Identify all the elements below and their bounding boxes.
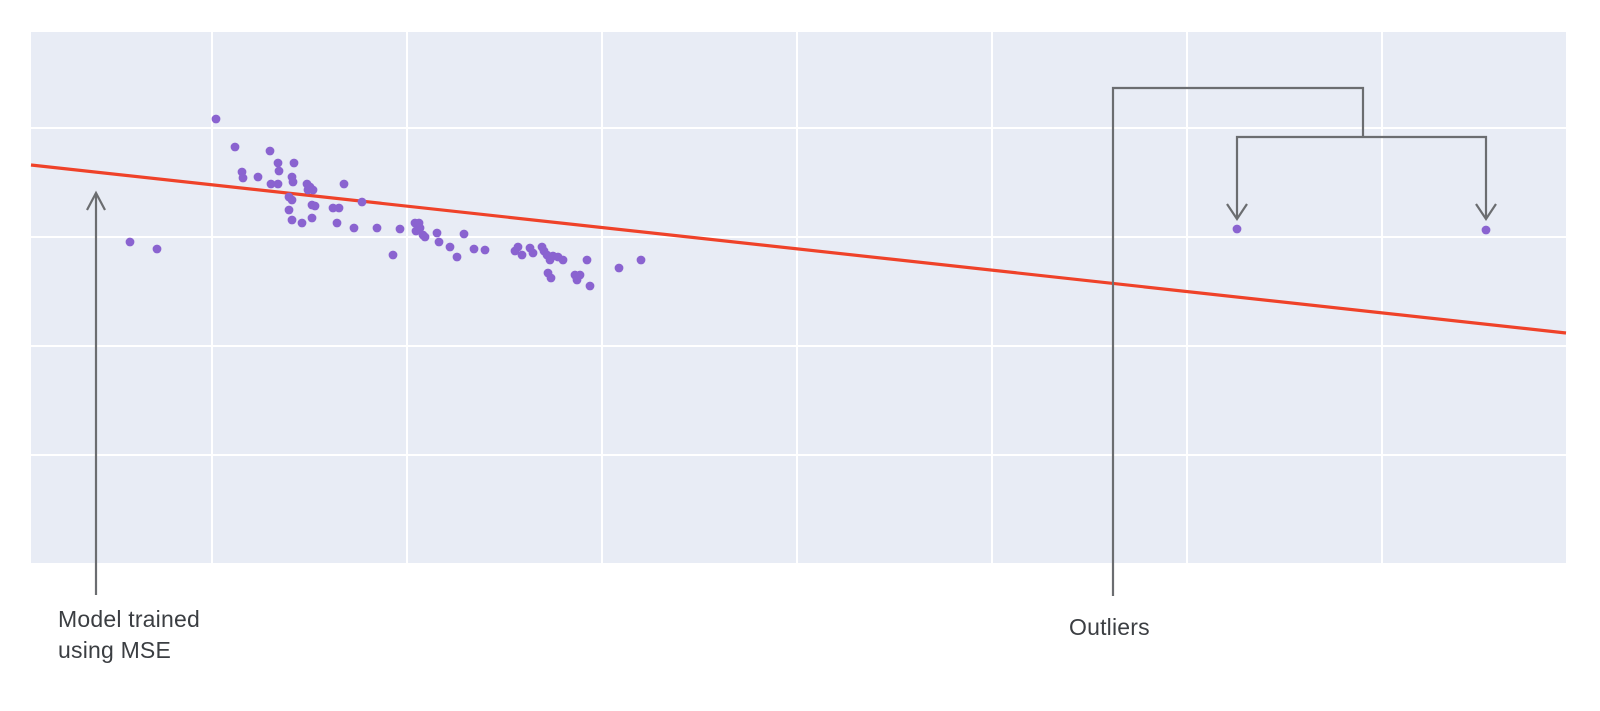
- data-point: [310, 201, 320, 211]
- data-point: [287, 195, 297, 205]
- plot-background: [31, 32, 1566, 563]
- data-point: [230, 142, 240, 152]
- data-point: [388, 250, 398, 260]
- data-point: [288, 177, 298, 187]
- data-point: [372, 223, 382, 233]
- data-point: [238, 173, 248, 183]
- outlier-point: [1232, 224, 1242, 234]
- data-point: [211, 114, 221, 124]
- data-point: [289, 158, 299, 168]
- data-point: [357, 197, 367, 207]
- regression-line: [30, 163, 1567, 335]
- scatter-points: [125, 114, 1491, 291]
- outliers-annotation-label: Outliers: [1069, 614, 1150, 640]
- data-point: [517, 250, 527, 260]
- data-point: [308, 185, 318, 195]
- data-point: [452, 252, 462, 262]
- outlier-point: [1481, 225, 1491, 235]
- outliers-connector: [1235, 135, 1488, 219]
- data-point: [480, 245, 490, 255]
- data-point: [445, 242, 455, 252]
- data-point: [614, 263, 624, 273]
- data-point: [332, 218, 342, 228]
- data-point: [334, 203, 344, 213]
- data-point: [287, 215, 297, 225]
- data-point: [528, 248, 538, 258]
- data-point: [395, 224, 405, 234]
- data-point: [636, 255, 646, 265]
- outliers-connector-arrowhead: [1475, 203, 1497, 221]
- data-point: [349, 223, 359, 233]
- mse-arrow-arrowhead: [86, 190, 106, 211]
- gridlines: [31, 32, 1566, 563]
- data-point: [420, 232, 430, 242]
- data-point: [575, 270, 585, 280]
- data-point: [284, 205, 294, 215]
- data-point: [469, 244, 479, 254]
- callout-arrows: [86, 86, 1497, 596]
- data-point: [152, 244, 162, 254]
- mse-annotation-line2: using MSE: [58, 637, 172, 663]
- data-point: [432, 228, 442, 238]
- data-point: [253, 172, 263, 182]
- data-point: [125, 237, 135, 247]
- data-point: [339, 179, 349, 189]
- data-point: [265, 146, 275, 156]
- data-point: [459, 229, 469, 239]
- data-point: [558, 255, 568, 265]
- outliers-connector-arrowhead: [1226, 203, 1248, 221]
- data-point: [266, 179, 276, 189]
- data-point: [273, 179, 283, 189]
- data-point: [585, 281, 595, 291]
- data-point: [582, 255, 592, 265]
- data-point: [434, 237, 444, 247]
- data-point: [273, 158, 283, 168]
- mse-annotation-label: Model trained using MSE: [58, 604, 200, 666]
- data-point: [307, 213, 317, 223]
- data-point: [297, 218, 307, 228]
- data-point: [415, 223, 425, 233]
- data-point: [546, 273, 556, 283]
- mse-annotation-line1: Model trained: [58, 606, 200, 632]
- outliers-connector: [1111, 86, 1365, 596]
- data-point: [274, 166, 284, 176]
- data-point: [513, 242, 523, 252]
